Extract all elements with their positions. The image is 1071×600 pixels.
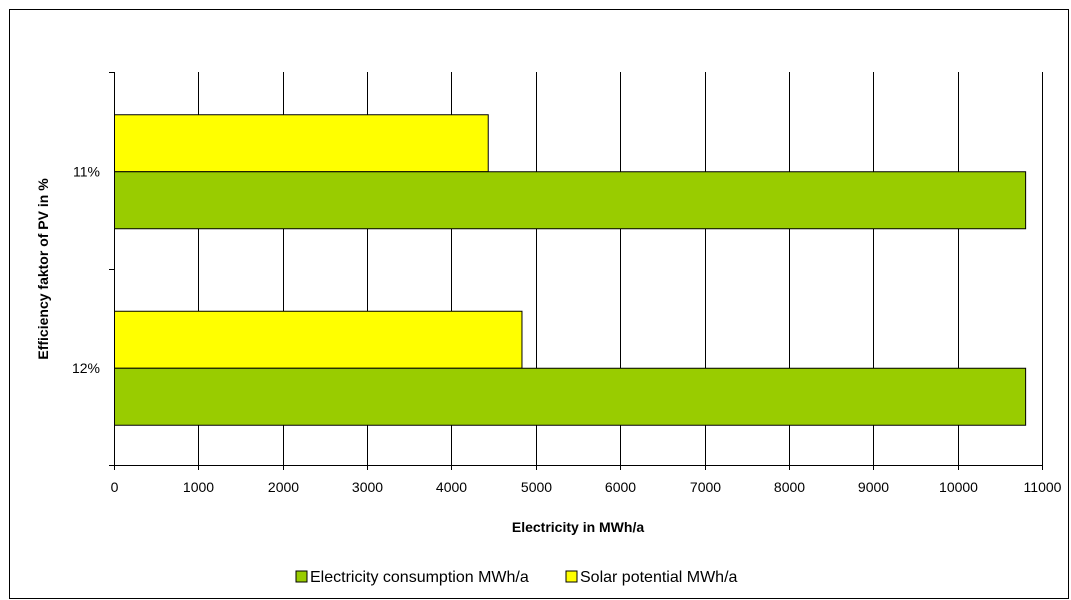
- x-tick-label-8000: 8000: [774, 479, 805, 495]
- axes: [109, 72, 1043, 470]
- bar-consumption-11%: [114, 171, 1027, 230]
- x-tick-labels: 0 1000 2000 3000 4000 5000 6000 7000 8000 9000 100…: [111, 479, 1062, 495]
- x-tick-label-9000: 9000: [858, 479, 889, 495]
- y-tick-labels: 11% 12%: [72, 163, 100, 376]
- y-tick-label-0: 11%: [73, 163, 100, 179]
- x-tick-label-1000: 1000: [183, 479, 214, 495]
- x-tick-label-4000: 4000: [436, 479, 467, 495]
- x-tick-label-2000: 2000: [268, 479, 299, 495]
- legend-swatch-consumption: [295, 570, 308, 583]
- legend-label-consumption: Electricity consumption MWh/a: [310, 569, 529, 586]
- bar-solar-12%: [114, 310, 523, 369]
- legend: Electricity consumption MWh/a Solar pote…: [295, 569, 738, 586]
- y-axis-title: Efficiency faktor of PV in %: [35, 178, 51, 360]
- x-tick-label-10000: 10000: [939, 479, 978, 495]
- x-tick-label-5000: 5000: [521, 479, 552, 495]
- x-tick-label-3000: 3000: [352, 479, 383, 495]
- bar-solar-11%: [114, 114, 489, 173]
- bars: [114, 114, 1027, 426]
- x-tick-label-6000: 6000: [605, 479, 636, 495]
- x-axis-title: Electricity in MWh/a: [512, 519, 644, 535]
- y-tick-label-1: 12%: [72, 360, 100, 376]
- x-tick-label-0: 0: [111, 479, 119, 495]
- bar-consumption-12%: [114, 367, 1027, 426]
- legend-swatch-solar: [565, 570, 578, 583]
- x-tick-label-11000: 11000: [1024, 479, 1062, 495]
- legend-label-solar: Solar potential MWh/a: [580, 569, 738, 586]
- x-tick-label-7000: 7000: [690, 479, 721, 495]
